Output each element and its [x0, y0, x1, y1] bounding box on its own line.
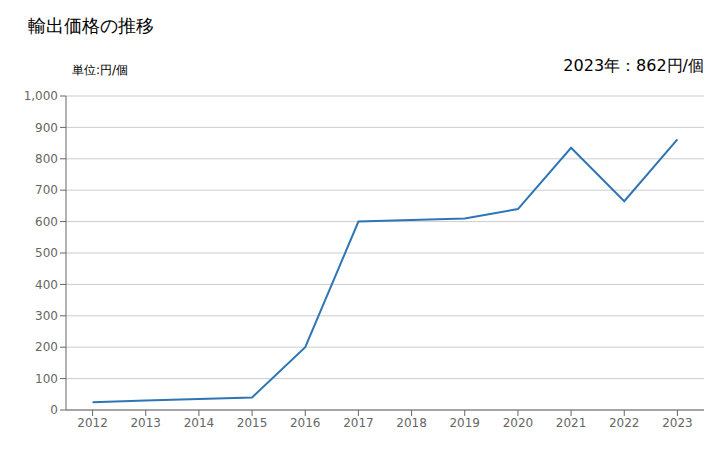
svg-text:2021: 2021 [556, 416, 587, 430]
html-text:単位:円/個: 単位:円/個 [72, 63, 129, 77]
svg-text:2014: 2014 [184, 416, 215, 430]
svg-text:400: 400 [35, 278, 58, 292]
svg-text:2023: 2023 [662, 416, 693, 430]
svg-text:2018: 2018 [396, 416, 427, 430]
svg-text:200: 200 [35, 340, 58, 354]
svg-text:300: 300 [35, 309, 58, 323]
svg-text:2012: 2012 [77, 416, 108, 430]
svg-text:2016: 2016 [290, 416, 321, 430]
svg-text:1,000: 1,000 [24, 89, 58, 103]
svg-text:2020: 2020 [503, 416, 534, 430]
html-text:輸出価格の推移: 輸出価格の推移 [28, 15, 154, 36]
svg-text:900: 900 [35, 121, 58, 135]
svg-text:0: 0 [50, 403, 58, 417]
svg-text:2013: 2013 [130, 416, 161, 430]
svg-text:700: 700 [35, 183, 58, 197]
svg-text:100: 100 [35, 372, 58, 386]
svg-text:600: 600 [35, 215, 58, 229]
svg-text:2015: 2015 [237, 416, 268, 430]
svg-text:2019: 2019 [449, 416, 480, 430]
svg-text:800: 800 [35, 152, 58, 166]
html-text:2023年：862円/個: 2023年：862円/個 [563, 56, 704, 75]
svg-text:2017: 2017 [343, 416, 374, 430]
svg-text:500: 500 [35, 246, 58, 260]
svg-text:2022: 2022 [609, 416, 640, 430]
